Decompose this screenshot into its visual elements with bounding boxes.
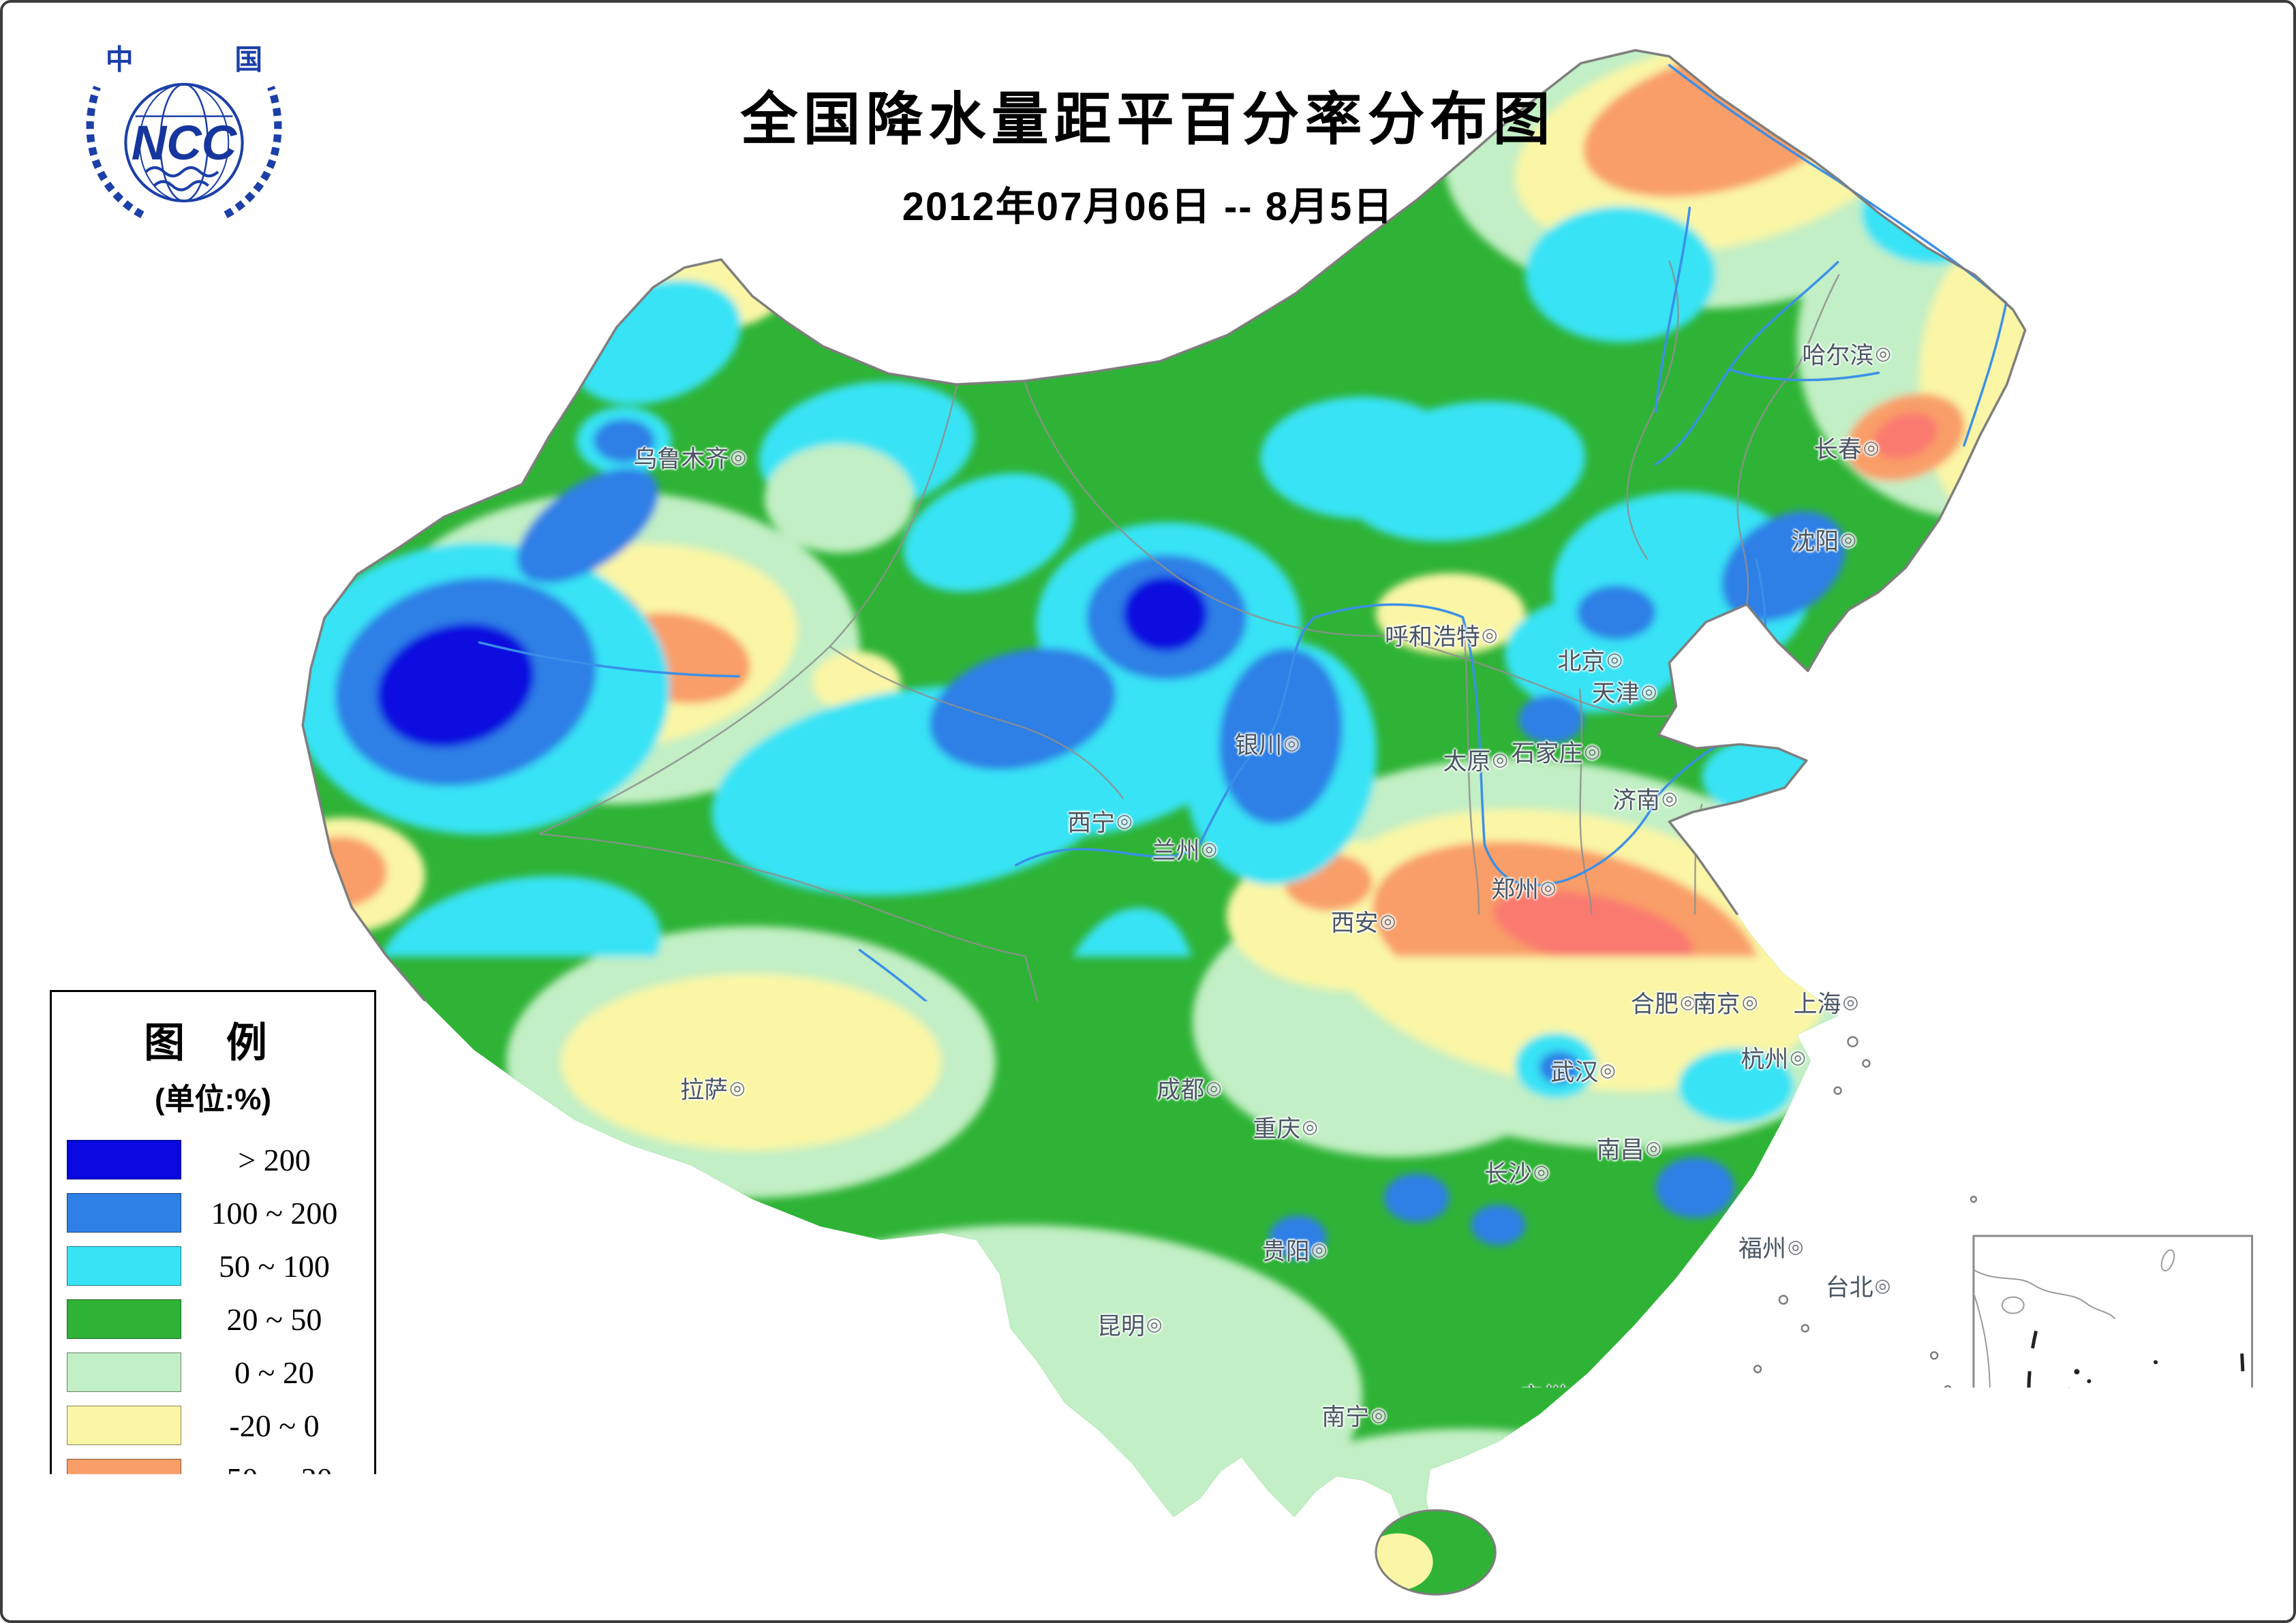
legend-range-label: 0 ~ 20 [181, 1355, 367, 1391]
legend-rows: > 200 100 ~ 200 50 ~ 100 20 ~ 50 0 ~ 20 … [67, 1133, 367, 1611]
south-china-sea-inset [1974, 1236, 2252, 1608]
legend-row: -80 ~ -50 [67, 1505, 367, 1558]
legend-unit: (单位:%) [52, 1075, 374, 1118]
logo-cn-left: 中 [106, 44, 134, 75]
legend-row: 20 ~ 50 [67, 1293, 367, 1346]
legend-row: > 200 [67, 1133, 367, 1186]
legend-row: 0 ~ 20 [67, 1346, 367, 1399]
legend-row: 50 ~ 100 [67, 1239, 367, 1293]
inset-label: 南海诸岛 [2129, 1566, 2249, 1605]
legend-row: -50 ~ -20 [67, 1452, 367, 1505]
legend-row: -100 ~ -80 [67, 1558, 367, 1611]
sea-dash-marks [1826, 1403, 1920, 1559]
legend-color-swatch [67, 1299, 181, 1339]
legend-range-label: 20 ~ 50 [181, 1301, 367, 1338]
legend-color-swatch [67, 1512, 181, 1551]
taiwan-island [1822, 1265, 1903, 1382]
legend-row: 100 ~ 200 [67, 1186, 367, 1239]
hainan-island [1362, 1511, 1498, 1599]
legend-range-label: > 200 [181, 1142, 367, 1178]
legend-color-swatch [67, 1140, 181, 1179]
map-date-range: 2012年07月06日 -- 8月5日 [3, 174, 2293, 232]
legend-range-label: 50 ~ 100 [181, 1248, 367, 1284]
legend-range-label: -80 ~ -50 [181, 1514, 367, 1550]
legend-range-label: -50 ~ -20 [181, 1461, 367, 1497]
legend-range-label: -20 ~ 0 [181, 1408, 367, 1444]
precipitation-anomaly-map-page: 乌鲁木齐 ◎ 哈尔滨 ◎ 长春 ◎ 沈阳 ◎ 呼和浩特 ◎ 北京 ◎ 天津 ◎ … [0, 0, 2296, 1623]
legend-color-swatch [67, 1459, 181, 1498]
legend-color-swatch [67, 1193, 181, 1233]
legend-range-label: 100 ~ 200 [181, 1195, 367, 1231]
logo-cn-right: 国 [234, 44, 262, 75]
legend-title: 图 例 [52, 1010, 374, 1069]
map-title: 全国降水量距平百分率分布图 [3, 74, 2293, 156]
legend-range-label: -100 ~ -80 [181, 1567, 367, 1603]
legend-panel: 图 例 (单位:%) > 200 100 ~ 200 50 ~ 100 20 ~… [50, 990, 376, 1594]
legend-color-swatch [67, 1565, 181, 1605]
legend-color-swatch [67, 1246, 181, 1286]
legend-row: -20 ~ 0 [67, 1399, 367, 1452]
legend-color-swatch [67, 1406, 181, 1445]
agency-credit: 国家气候中心 [439, 1537, 733, 1603]
legend-color-swatch [67, 1352, 181, 1392]
